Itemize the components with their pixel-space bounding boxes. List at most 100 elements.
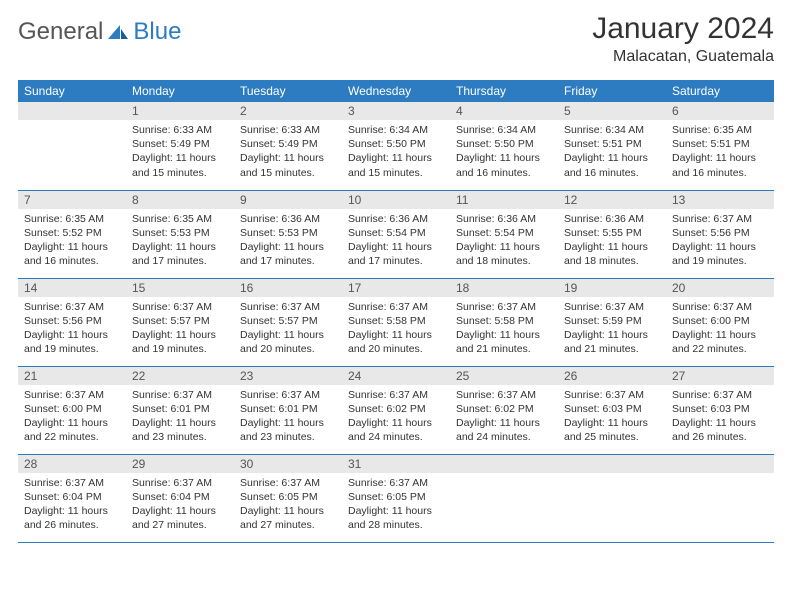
day-number: 27 [666,367,774,385]
calendar-cell [666,454,774,542]
day-number: 18 [450,279,558,297]
day-body: Sunrise: 6:37 AMSunset: 6:04 PMDaylight:… [126,473,234,537]
sunrise-text: Sunrise: 6:37 AM [564,300,660,314]
day-number: 25 [450,367,558,385]
sunset-text: Sunset: 5:51 PM [672,137,768,151]
sunset-text: Sunset: 6:00 PM [24,402,120,416]
daylight-text: Daylight: 11 hours and 19 minutes. [672,240,768,268]
day-body: Sunrise: 6:37 AMSunset: 5:56 PMDaylight:… [18,297,126,361]
sunrise-text: Sunrise: 6:34 AM [456,123,552,137]
sunrise-text: Sunrise: 6:37 AM [132,476,228,490]
daylight-text: Daylight: 11 hours and 17 minutes. [132,240,228,268]
sunset-text: Sunset: 5:55 PM [564,226,660,240]
calendar-cell: 6Sunrise: 6:35 AMSunset: 5:51 PMDaylight… [666,102,774,190]
sunset-text: Sunset: 5:57 PM [240,314,336,328]
day-number: 17 [342,279,450,297]
day-body: Sunrise: 6:35 AMSunset: 5:51 PMDaylight:… [666,120,774,184]
day-number: 30 [234,455,342,473]
day-body: Sunrise: 6:37 AMSunset: 6:01 PMDaylight:… [234,385,342,449]
day-number: 5 [558,102,666,120]
day-body: Sunrise: 6:36 AMSunset: 5:55 PMDaylight:… [558,209,666,273]
daylight-text: Daylight: 11 hours and 23 minutes. [132,416,228,444]
day-number: 21 [18,367,126,385]
calendar-cell: 2Sunrise: 6:33 AMSunset: 5:49 PMDaylight… [234,102,342,190]
day-number: 3 [342,102,450,120]
sunrise-text: Sunrise: 6:37 AM [24,300,120,314]
day-body: Sunrise: 6:37 AMSunset: 6:02 PMDaylight:… [342,385,450,449]
sunrise-text: Sunrise: 6:35 AM [24,212,120,226]
sunrise-text: Sunrise: 6:37 AM [240,388,336,402]
calendar-cell: 22Sunrise: 6:37 AMSunset: 6:01 PMDayligh… [126,366,234,454]
day-body: Sunrise: 6:35 AMSunset: 5:53 PMDaylight:… [126,209,234,273]
day-body: Sunrise: 6:37 AMSunset: 5:57 PMDaylight:… [126,297,234,361]
calendar-cell: 16Sunrise: 6:37 AMSunset: 5:57 PMDayligh… [234,278,342,366]
calendar-cell: 19Sunrise: 6:37 AMSunset: 5:59 PMDayligh… [558,278,666,366]
day-body: Sunrise: 6:35 AMSunset: 5:52 PMDaylight:… [18,209,126,273]
sunset-text: Sunset: 5:58 PM [348,314,444,328]
daylight-text: Daylight: 11 hours and 17 minutes. [348,240,444,268]
calendar-table: Sunday Monday Tuesday Wednesday Thursday… [18,80,774,543]
weekday-header: Thursday [450,80,558,102]
calendar-cell: 1Sunrise: 6:33 AMSunset: 5:49 PMDaylight… [126,102,234,190]
calendar-row: 7Sunrise: 6:35 AMSunset: 5:52 PMDaylight… [18,190,774,278]
sunset-text: Sunset: 5:53 PM [132,226,228,240]
day-body: Sunrise: 6:37 AMSunset: 5:58 PMDaylight:… [450,297,558,361]
day-body: Sunrise: 6:37 AMSunset: 5:58 PMDaylight:… [342,297,450,361]
calendar-cell: 20Sunrise: 6:37 AMSunset: 6:00 PMDayligh… [666,278,774,366]
day-body: Sunrise: 6:34 AMSunset: 5:50 PMDaylight:… [450,120,558,184]
daylight-text: Daylight: 11 hours and 16 minutes. [456,151,552,179]
sunset-text: Sunset: 6:05 PM [240,490,336,504]
sunrise-text: Sunrise: 6:37 AM [132,388,228,402]
calendar-cell: 10Sunrise: 6:36 AMSunset: 5:54 PMDayligh… [342,190,450,278]
day-number [450,455,558,473]
day-body: Sunrise: 6:37 AMSunset: 5:59 PMDaylight:… [558,297,666,361]
day-number: 13 [666,191,774,209]
sunrise-text: Sunrise: 6:34 AM [564,123,660,137]
calendar-cell: 26Sunrise: 6:37 AMSunset: 6:03 PMDayligh… [558,366,666,454]
day-number: 28 [18,455,126,473]
day-body: Sunrise: 6:37 AMSunset: 6:00 PMDaylight:… [18,385,126,449]
day-number: 19 [558,279,666,297]
calendar-cell: 29Sunrise: 6:37 AMSunset: 6:04 PMDayligh… [126,454,234,542]
daylight-text: Daylight: 11 hours and 24 minutes. [348,416,444,444]
weekday-header: Wednesday [342,80,450,102]
weekday-header: Friday [558,80,666,102]
day-body: Sunrise: 6:37 AMSunset: 5:57 PMDaylight:… [234,297,342,361]
daylight-text: Daylight: 11 hours and 19 minutes. [132,328,228,356]
daylight-text: Daylight: 11 hours and 27 minutes. [132,504,228,532]
calendar-cell: 23Sunrise: 6:37 AMSunset: 6:01 PMDayligh… [234,366,342,454]
weekday-header: Sunday [18,80,126,102]
daylight-text: Daylight: 11 hours and 26 minutes. [672,416,768,444]
sunset-text: Sunset: 6:00 PM [672,314,768,328]
sunrise-text: Sunrise: 6:37 AM [348,300,444,314]
calendar-cell: 25Sunrise: 6:37 AMSunset: 6:02 PMDayligh… [450,366,558,454]
sunrise-text: Sunrise: 6:37 AM [348,476,444,490]
sunset-text: Sunset: 5:50 PM [348,137,444,151]
calendar-cell: 7Sunrise: 6:35 AMSunset: 5:52 PMDaylight… [18,190,126,278]
calendar-row: 14Sunrise: 6:37 AMSunset: 5:56 PMDayligh… [18,278,774,366]
sunset-text: Sunset: 5:54 PM [456,226,552,240]
day-number: 23 [234,367,342,385]
daylight-text: Daylight: 11 hours and 21 minutes. [564,328,660,356]
day-body: Sunrise: 6:37 AMSunset: 6:01 PMDaylight:… [126,385,234,449]
sunset-text: Sunset: 5:57 PM [132,314,228,328]
daylight-text: Daylight: 11 hours and 16 minutes. [24,240,120,268]
sunrise-text: Sunrise: 6:37 AM [24,388,120,402]
sunrise-text: Sunrise: 6:37 AM [456,388,552,402]
logo-text-blue: Blue [133,18,181,46]
daylight-text: Daylight: 11 hours and 15 minutes. [348,151,444,179]
sunset-text: Sunset: 5:59 PM [564,314,660,328]
sunrise-text: Sunrise: 6:37 AM [564,388,660,402]
day-body: Sunrise: 6:37 AMSunset: 6:03 PMDaylight:… [558,385,666,449]
sunset-text: Sunset: 5:58 PM [456,314,552,328]
sunrise-text: Sunrise: 6:37 AM [456,300,552,314]
day-number: 1 [126,102,234,120]
calendar-cell: 5Sunrise: 6:34 AMSunset: 5:51 PMDaylight… [558,102,666,190]
sunset-text: Sunset: 5:51 PM [564,137,660,151]
day-number [558,455,666,473]
day-number: 6 [666,102,774,120]
calendar-cell: 24Sunrise: 6:37 AMSunset: 6:02 PMDayligh… [342,366,450,454]
day-number: 8 [126,191,234,209]
day-number: 2 [234,102,342,120]
daylight-text: Daylight: 11 hours and 22 minutes. [672,328,768,356]
